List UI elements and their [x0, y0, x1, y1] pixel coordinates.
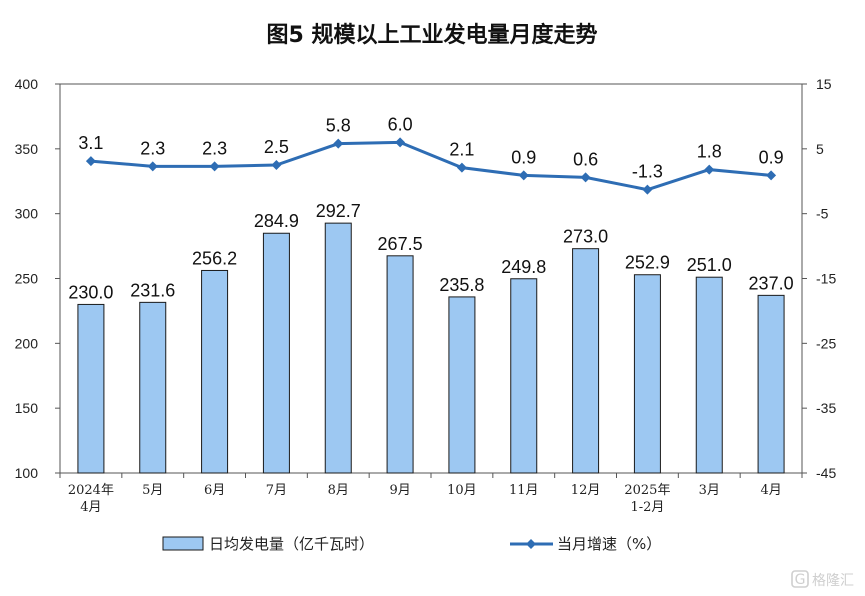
bar-data-label: 273.0 — [563, 227, 608, 247]
bar — [448, 296, 476, 474]
y-right-tick-label: -25 — [816, 335, 836, 351]
line-data-label: -1.3 — [632, 162, 663, 182]
bar — [757, 294, 785, 474]
bar-data-label: 231.6 — [130, 280, 175, 300]
legend-bar-swatch — [162, 536, 204, 551]
y-left-tick-label: 400 — [15, 76, 39, 92]
line-point — [147, 161, 158, 172]
line-data-label: 2.5 — [264, 137, 289, 157]
legend-bar-label: 日均发电量（亿千瓦时） — [209, 535, 374, 553]
bar — [139, 301, 167, 474]
y-right-tick-label: -5 — [816, 206, 829, 222]
x-tick-label: 2025年 1-2月 — [624, 483, 670, 515]
line-point — [85, 156, 96, 167]
y-left-tick-label: 300 — [15, 206, 39, 222]
y-left-tick-label: 350 — [15, 141, 39, 157]
line-point — [518, 170, 529, 181]
line-point — [271, 160, 282, 171]
bar-data-label: 251.0 — [687, 255, 732, 275]
watermark-text: 格隆汇 — [812, 573, 854, 589]
bar — [633, 274, 661, 474]
bar-data-label: 237.0 — [749, 273, 794, 293]
line-point — [395, 137, 406, 148]
bar-data-label: 252.9 — [625, 253, 670, 273]
watermark-logo-icon: G — [791, 570, 809, 588]
bar — [386, 255, 414, 474]
line-point — [209, 161, 220, 172]
bar — [324, 222, 352, 474]
growth-line — [90, 140, 772, 192]
plot-area: 100 150 200 250 300 350 400 -45 -35 -25 -15 -5 5 15 20… — [15, 76, 837, 515]
chart-title: 图5 规模以上工业发电量月度走势 — [267, 22, 598, 48]
line-data-label: 6.0 — [388, 114, 413, 134]
x-tick-label: 10月 — [447, 483, 477, 498]
bar — [572, 248, 600, 474]
y-left-tick-label: 250 — [15, 271, 39, 287]
plot-frame — [59, 83, 803, 474]
line-point — [580, 172, 591, 183]
line-point — [766, 170, 777, 181]
watermark: G 格隆汇 — [791, 570, 854, 589]
line-point — [642, 184, 653, 195]
line-data-label: 1.8 — [697, 142, 722, 162]
x-tick-label: 6月 — [204, 483, 225, 498]
x-tick-label: 12月 — [571, 483, 601, 498]
x-tick-label: 3月 — [699, 483, 720, 498]
x-tick-label: 2024年 4月 — [68, 483, 114, 515]
line-data-label: 0.6 — [573, 149, 598, 169]
y-right-tick-label: -45 — [816, 465, 836, 481]
y-right-tick-label: -35 — [816, 400, 836, 416]
y-left-tick-label: 100 — [15, 465, 39, 481]
line-point — [333, 138, 344, 149]
x-tick-label: 8月 — [328, 483, 349, 498]
line-point — [704, 164, 715, 175]
x-tick-label: 7月 — [266, 483, 287, 498]
legend-line-label: 当月增速（%） — [557, 535, 661, 553]
y-left-tick-label: 200 — [15, 335, 39, 351]
bar-data-label: 267.5 — [378, 234, 423, 254]
legend: 日均发电量（亿千瓦时） 当月增速（%） — [162, 535, 661, 553]
x-tick-label: 4月 — [760, 483, 781, 498]
bar-data-label: 256.2 — [192, 248, 237, 268]
line-data-label: 2.3 — [202, 138, 227, 158]
x-tick-label: 11月 — [509, 483, 539, 498]
y-left-tick-label: 150 — [15, 400, 39, 416]
bar — [77, 303, 105, 474]
y-right-tick-label: 15 — [816, 76, 832, 92]
line-data-label: 0.9 — [511, 147, 536, 167]
bar — [510, 278, 538, 474]
line-data-label: 2.1 — [449, 140, 474, 160]
bar — [262, 232, 290, 474]
line-data-label: 0.9 — [759, 147, 784, 167]
bar-data-label: 249.8 — [501, 257, 546, 277]
svg-text:G: G — [795, 572, 806, 588]
bar-data-label: 292.7 — [316, 201, 361, 221]
bar — [201, 269, 229, 474]
x-tick-label: 5月 — [142, 483, 163, 498]
y-right-tick-label: -15 — [816, 271, 836, 287]
bar — [695, 276, 723, 474]
bar-data-label: 284.9 — [254, 211, 299, 231]
y-right-tick-label: 5 — [816, 141, 824, 157]
bar-data-label: 235.8 — [439, 275, 484, 295]
line-data-label: 3.1 — [78, 133, 103, 153]
bar-data-label: 230.0 — [68, 282, 113, 302]
line-data-label: 2.3 — [140, 138, 165, 158]
x-tick-label: 9月 — [389, 483, 410, 498]
line-point — [456, 162, 467, 173]
legend-line-marker — [526, 539, 536, 549]
line-data-label: 5.8 — [326, 116, 351, 136]
